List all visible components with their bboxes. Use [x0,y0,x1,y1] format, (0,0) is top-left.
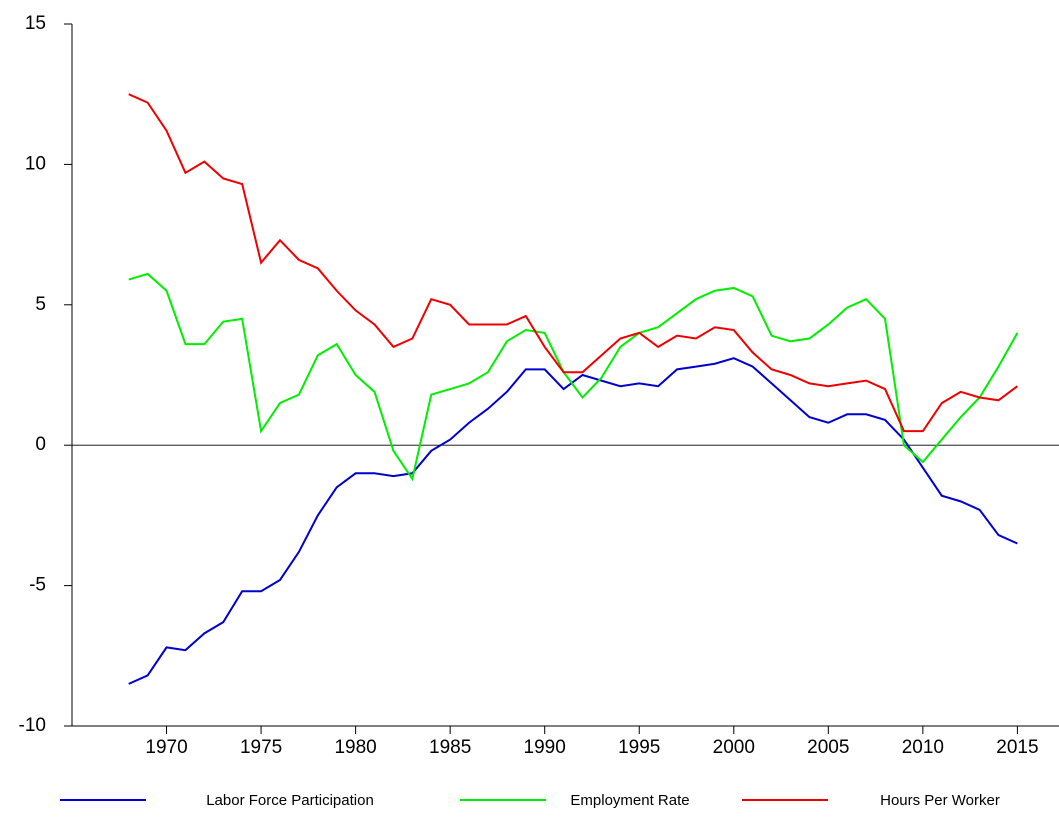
y-tick-label: -10 [19,715,46,736]
x-tick-label: 1995 [618,737,660,758]
series-line [128,93,1018,433]
y-tick-label: 0 [35,434,46,455]
series-line [128,272,1019,482]
x-tick-label: 1985 [429,737,471,758]
legend-label: Employment Rate [570,792,689,809]
x-tick-label: 2005 [807,737,849,758]
x-tick-label: 2015 [996,737,1038,758]
y-tick-label: 15 [25,13,46,34]
y-tick-label: 10 [25,153,46,174]
series-line [128,357,1018,685]
y-tick-label: -5 [29,575,46,596]
legend-label: Hours Per Worker [880,792,1000,809]
x-tick-label: 2010 [902,737,944,758]
legend-label: Labor Force Participation [206,792,374,809]
x-tick-label: 1975 [240,737,282,758]
x-tick-label: 2000 [713,737,755,758]
x-tick-label: 1970 [145,737,187,758]
x-tick-label: 1990 [524,737,566,758]
x-tick-label: 1980 [334,737,376,758]
y-tick-label: 5 [35,294,46,315]
